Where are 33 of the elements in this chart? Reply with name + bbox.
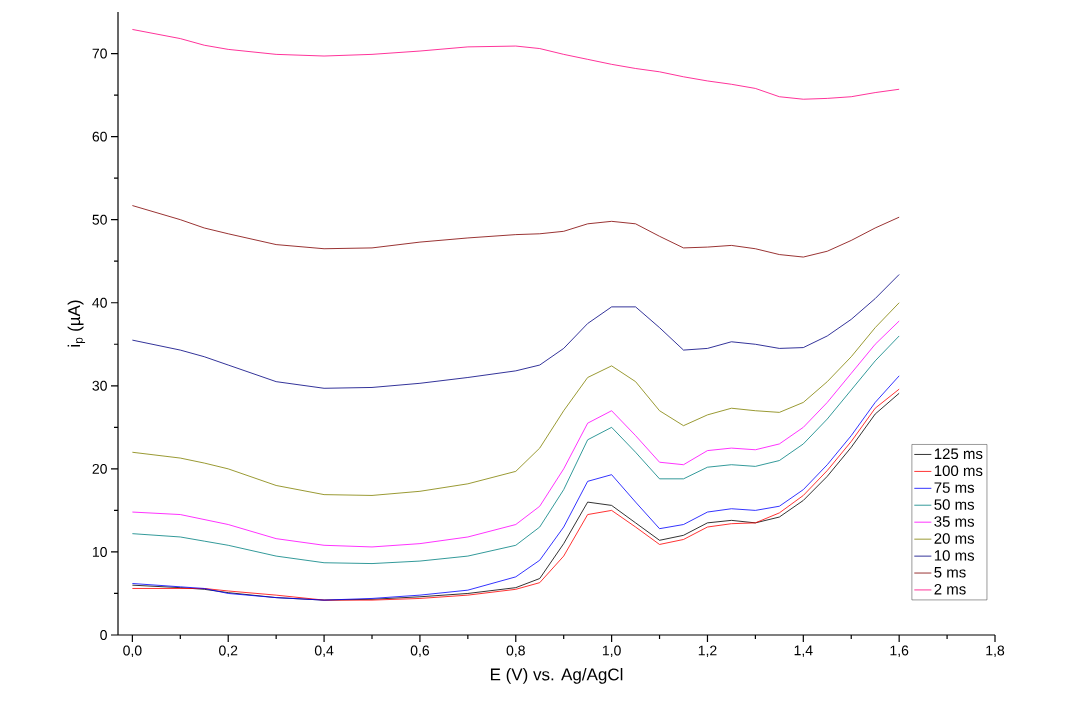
x-tick-label: 0,8 [506, 645, 525, 658]
y-tick-label: 70 [92, 48, 107, 59]
legend-label: 20 ms [934, 533, 975, 544]
y-tick-label: 50 [92, 214, 107, 225]
x-tick-label: 1,8 [986, 645, 1005, 658]
legend-label: 50 ms [934, 499, 975, 510]
x-tick-label: 1,6 [890, 645, 909, 658]
x-tick-label: 1,0 [602, 645, 621, 658]
legend-label: 5 ms [934, 567, 966, 578]
y-tick-label: 20 [92, 463, 107, 474]
y-tick-label: 10 [92, 546, 107, 557]
x-tick-label: 1,2 [698, 645, 717, 658]
y-tick-label: 0 [100, 630, 107, 640]
legend-label: 75 ms [934, 482, 975, 493]
legend-label: 125 ms [934, 448, 983, 460]
y-axis-title: i$_{p}$ (µA) [67, 300, 86, 347]
x-tick-label: 0,2 [219, 645, 238, 658]
line-series [131, 302, 900, 496]
y-tick-label: 60 [92, 131, 107, 142]
legend-label: 2 ms [934, 583, 966, 595]
y-tick-label: 40 [92, 297, 107, 308]
x-axis-title: E (V) vs. Ag/AgCl [490, 667, 623, 684]
y-tick-label: 30 [92, 380, 107, 391]
line-series [131, 29, 900, 100]
x-tick-label: 0,6 [410, 645, 430, 658]
x-tick-label: 0,0 [123, 645, 142, 658]
x-tick-label: 1,4 [794, 645, 813, 657]
legend-label: 35 ms [934, 516, 975, 527]
line-series [131, 274, 900, 389]
legend-label: 10 ms [934, 550, 975, 561]
x-tick-label: 0,4 [314, 645, 334, 658]
legend-label: 100 ms [934, 465, 983, 477]
line-series [131, 205, 900, 258]
